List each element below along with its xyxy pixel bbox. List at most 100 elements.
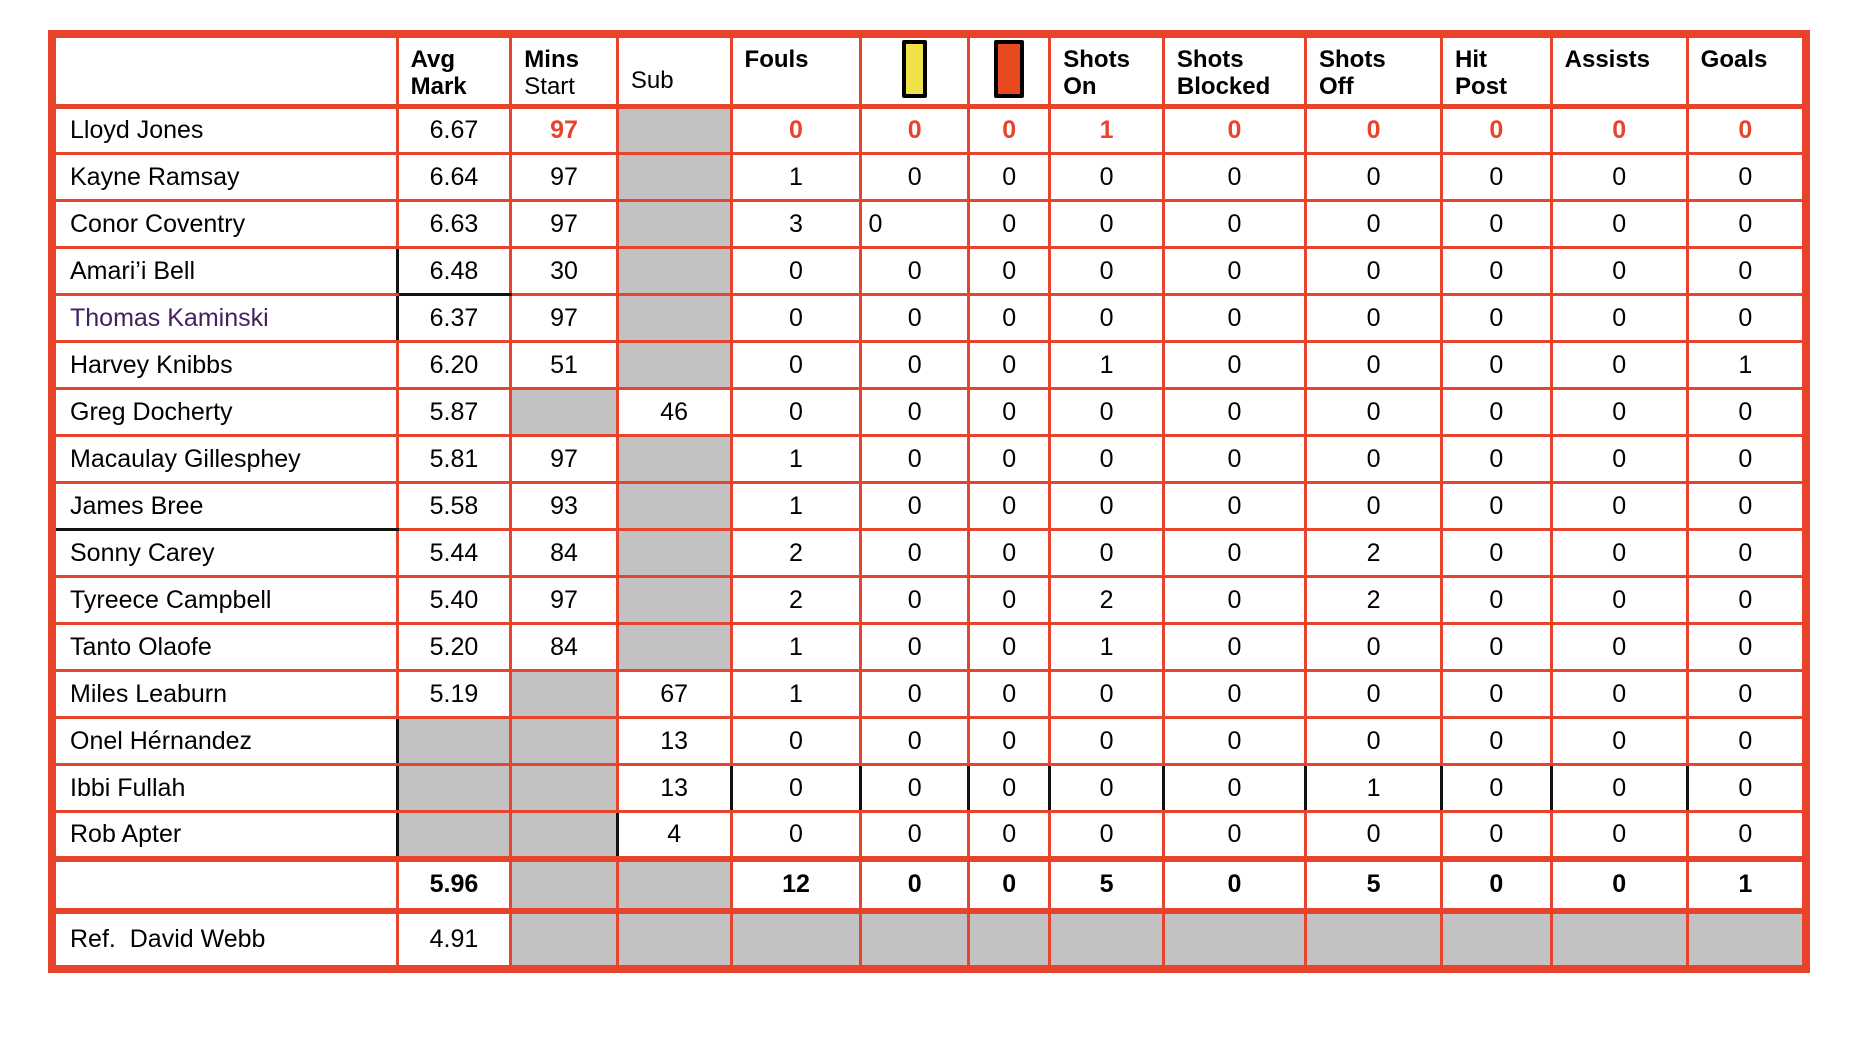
stat-cell: 0 [1685, 387, 1808, 437]
stat-cell: 0 [1048, 716, 1165, 766]
totals-empty-cell [50, 855, 399, 914]
stat-cell: 0 [859, 246, 971, 296]
player-row: Tanto Olaofe 5.20 84 1 0 0 1 0 0 0 0 0 [50, 622, 1808, 672]
stat-cell: 0 [729, 810, 863, 860]
avg-mark-cell: 5.44 [395, 528, 513, 578]
player-row: Thomas Kaminski 6.37 97 0 0 0 0 0 0 0 0 0 [50, 293, 1808, 343]
shots-on-column-header: Shots On [1048, 32, 1165, 109]
mins-start-cell [509, 716, 619, 766]
stat-cell: 0 [1048, 669, 1165, 719]
player-name-cell: Harvey Knibbs [50, 340, 399, 390]
stat-cell: 0 [967, 716, 1052, 766]
assists-column-header: Assists [1549, 32, 1689, 109]
stat-cell: 1 [729, 669, 863, 719]
avg-mark-column-header: Avg Mark [395, 32, 513, 109]
avg-mark-cell: 6.48 [395, 246, 513, 296]
stat-cell: 0 [729, 716, 863, 766]
stat-cell: 0 [1440, 340, 1553, 390]
stat-cell: 0 [859, 105, 971, 155]
stat-cell: 0 [1161, 152, 1308, 202]
header-line: Blocked [1176, 73, 1271, 100]
stat-cell: 0 [1440, 293, 1553, 343]
stat-cell: 0 [1685, 246, 1808, 296]
player-name-cell: Lloyd Jones [50, 105, 399, 155]
player-name-cell: Ibbi Fullah [50, 763, 399, 813]
stat-cell: 0 [1304, 716, 1444, 766]
stat-cell: 0 [1685, 622, 1808, 672]
avg-mark-cell: 6.63 [395, 199, 513, 249]
stat-cell: 0 [859, 152, 971, 202]
mins-start-cell: 97 [509, 293, 619, 343]
stat-cell: 0 [729, 293, 863, 343]
stat-cell: 0 [1549, 763, 1689, 813]
stat-cell: 0 [859, 293, 971, 343]
totals-shots-off-cell: 5 [1304, 855, 1444, 914]
header-line: Shots [1319, 46, 1386, 73]
avg-mark-cell: 6.64 [395, 152, 513, 202]
sub-cell: 13 [615, 763, 733, 813]
player-name-cell: Conor Coventry [50, 199, 399, 249]
sub-cell [615, 199, 733, 249]
stat-cell: 0 [859, 434, 971, 484]
header-line: Avg [410, 46, 456, 73]
stat-cell: 0 [1685, 199, 1808, 249]
stat-cell: 0 [729, 246, 863, 296]
player-row: Sonny Carey 5.44 84 2 0 0 0 0 2 0 0 0 [50, 528, 1808, 578]
stat-cell: 0 [729, 387, 863, 437]
referee-blank-cell [1440, 909, 1553, 970]
avg-mark-cell: 6.67 [395, 105, 513, 155]
stat-cell: 0 [1440, 575, 1553, 625]
stat-cell: 0 [967, 810, 1052, 860]
player-name-cell: Tyreece Campbell [50, 575, 399, 625]
player-stats-table: Avg Mark Mins Start Sub Fouls [48, 30, 1810, 973]
player-name-cell: Onel Hérnandez [50, 716, 399, 766]
sub-cell: 13 [615, 716, 733, 766]
player-row: Greg Docherty 5.87 46 0 0 0 0 0 0 0 0 0 [50, 387, 1808, 437]
player-name-cell: Greg Docherty [50, 387, 399, 437]
stat-cell: 0 [859, 199, 971, 249]
stat-cell: 0 [1440, 622, 1553, 672]
mins-start-cell: 97 [509, 105, 619, 155]
stat-cell: 1 [1685, 340, 1808, 390]
stat-cell: 0 [1549, 152, 1689, 202]
player-row: Conor Coventry 6.63 97 3 0 0 0 0 0 0 0 0 [50, 199, 1808, 249]
header-line: On [1063, 73, 1097, 100]
avg-mark-cell: 5.40 [395, 575, 513, 625]
totals-sub-cell [615, 855, 733, 914]
stat-cell: 2 [729, 575, 863, 625]
referee-row: Ref. David Webb 4.91 [50, 909, 1808, 970]
stat-cell: 0 [1304, 152, 1444, 202]
player-row: Onel Hérnandez 13 0 0 0 0 0 0 0 0 0 [50, 716, 1808, 766]
stat-cell: 0 [1048, 246, 1165, 296]
totals-avg-mark-cell: 5.96 [395, 855, 513, 914]
stat-cell: 1 [729, 622, 863, 672]
stat-cell: 0 [1161, 669, 1308, 719]
stat-cell: 0 [1685, 434, 1808, 484]
stat-cell: 0 [1549, 810, 1689, 860]
stat-cell: 0 [1161, 528, 1308, 578]
stat-cell: 0 [1161, 716, 1308, 766]
stat-cell: 2 [1048, 575, 1165, 625]
stat-cell: 0 [1549, 434, 1689, 484]
sub-cell [615, 152, 733, 202]
header-line: Mins [524, 46, 579, 73]
stat-cell: 0 [1549, 622, 1689, 672]
stat-cell: 0 [1161, 810, 1308, 860]
player-rows-body: Lloyd Jones 6.67 97 0 0 0 1 0 0 0 0 0 Kayne Ramsay 6.… [50, 105, 1808, 860]
stat-cell: 0 [1685, 575, 1808, 625]
header-line: Shots [1063, 46, 1130, 73]
stat-cell: 0 [1440, 763, 1553, 813]
stat-cell: 0 [1685, 528, 1808, 578]
shots-blocked-column-header: Shots Blocked [1161, 32, 1308, 109]
sub-cell: 67 [615, 669, 733, 719]
stat-cell: 0 [1161, 481, 1308, 531]
stat-cell: 0 [1304, 199, 1444, 249]
sub-cell [615, 528, 733, 578]
player-name-cell: Rob Apter [50, 810, 399, 860]
stat-cell: 0 [1304, 293, 1444, 343]
stat-cell: 0 [1048, 152, 1165, 202]
mins-start-cell [509, 763, 619, 813]
referee-blank-cell [1048, 909, 1165, 970]
player-row: Rob Apter 4 0 0 0 0 0 0 0 0 0 [50, 810, 1808, 860]
stat-cell: 0 [1685, 152, 1808, 202]
